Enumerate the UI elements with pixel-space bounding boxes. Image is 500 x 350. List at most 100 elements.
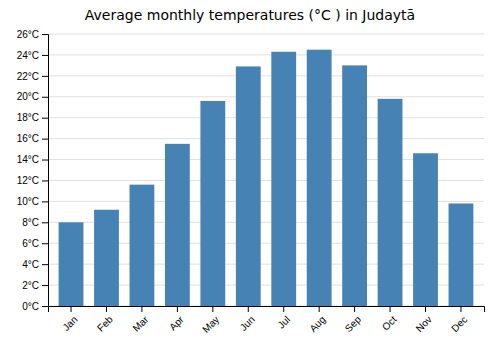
- chart: Average monthly temperatures (°C ) in Ju…: [0, 0, 500, 350]
- y-tick-label: 14°C: [17, 154, 39, 165]
- x-tick-label: Sep: [343, 313, 364, 334]
- y-tick: 14°C: [17, 154, 48, 165]
- y-tick-mark: [42, 222, 48, 223]
- x-tick-label: Jan: [60, 314, 79, 333]
- y-tick-label: 2°C: [22, 280, 39, 291]
- y-tick: 2°C: [22, 280, 48, 291]
- x-tick-label: Nov: [414, 314, 434, 334]
- y-tick-mark: [42, 264, 48, 265]
- x-tick: Jun: [238, 306, 257, 333]
- bar: [165, 144, 190, 306]
- x-tick-label: Aug: [307, 314, 327, 334]
- bar: [271, 52, 296, 306]
- x-tick-label: Apr: [167, 313, 186, 332]
- x-tick: May: [200, 306, 221, 335]
- y-tick-mark: [42, 160, 48, 161]
- y-tick: 12°C: [17, 175, 48, 186]
- x-tick: Feb: [95, 306, 115, 334]
- y-tick: 24°C: [17, 50, 48, 61]
- x-tick-label: May: [200, 314, 221, 335]
- grid-line: [48, 54, 484, 55]
- bar: [413, 153, 438, 306]
- x-tick-mark: [283, 306, 284, 312]
- x-tick-mark: [319, 306, 320, 312]
- x-tick-label: Dec: [449, 314, 469, 334]
- y-tick-label: 16°C: [17, 133, 39, 144]
- bar: [59, 222, 84, 306]
- y-tick: 8°C: [22, 217, 48, 228]
- x-tick: Dec: [449, 306, 469, 334]
- y-tick-mark: [42, 34, 48, 35]
- x-tick-label: Feb: [95, 313, 115, 333]
- y-axis: 0°C 2°C 4°C 6°C 8°C 10°C 12°C 14°C 16°C 18°C 20°C 2…: [17, 29, 49, 312]
- x-tick-mark: [141, 306, 142, 312]
- x-tick: Jul: [275, 306, 292, 331]
- bar: [94, 210, 119, 306]
- x-tick-mark: [212, 306, 213, 312]
- grid: [48, 34, 484, 306]
- y-tick-label: 26°C: [17, 29, 39, 40]
- y-tick-label: 8°C: [22, 217, 39, 228]
- x-tick-mark: [354, 306, 355, 312]
- x-axis-line: [49, 307, 485, 313]
- x-tick-mark: [248, 306, 249, 312]
- x-tick-mark: [460, 306, 461, 312]
- grid-line: [48, 138, 484, 139]
- y-tick: 20°C: [17, 91, 48, 102]
- y-tick: 18°C: [17, 112, 48, 123]
- grid-line: [48, 34, 484, 35]
- y-axis-line: [42, 35, 49, 307]
- bars: [59, 50, 474, 306]
- x-axis: Jan Feb Mar Apr May Jun Jul Aug Sep Oct Nov Dec: [49, 306, 485, 335]
- y-tick-label: 12°C: [17, 175, 39, 186]
- y-tick-label: 18°C: [17, 112, 39, 123]
- y-tick-mark: [42, 285, 48, 286]
- bar: [200, 101, 225, 306]
- x-tick: Apr: [167, 306, 186, 333]
- y-tick: 6°C: [22, 238, 48, 249]
- bar: [449, 203, 474, 306]
- y-tick-mark: [42, 201, 48, 202]
- y-tick-label: 4°C: [22, 259, 39, 270]
- y-tick-label: 22°C: [17, 71, 39, 82]
- y-tick: 22°C: [17, 71, 48, 82]
- grid-line: [48, 75, 484, 76]
- x-tick-mark: [425, 306, 426, 312]
- x-tick-label: Mar: [130, 313, 150, 333]
- x-tick-mark: [177, 306, 178, 312]
- title: Average monthly temperatures (°C ) in Ju…: [85, 7, 415, 23]
- y-tick-mark: [42, 180, 48, 181]
- x-tick-label: Oct: [380, 314, 399, 333]
- bar: [130, 185, 155, 306]
- grid-line: [48, 117, 484, 118]
- bar: [342, 65, 367, 306]
- y-tick-mark: [42, 118, 48, 119]
- x-tick: Jan: [60, 306, 79, 333]
- x-tick-label: Jun: [238, 314, 257, 333]
- bar: [236, 66, 261, 306]
- x-tick-mark: [390, 306, 391, 312]
- y-tick: 4°C: [22, 259, 48, 270]
- x-tick-mark: [71, 306, 72, 312]
- grid-line: [48, 96, 484, 97]
- y-tick-mark: [42, 306, 48, 307]
- x-tick: Sep: [343, 306, 364, 334]
- y-tick-mark: [42, 97, 48, 98]
- y-tick-mark: [42, 243, 48, 244]
- y-tick-label: 0°C: [22, 301, 39, 312]
- y-tick-label: 6°C: [22, 238, 39, 249]
- y-tick: 0°C: [22, 301, 48, 312]
- x-tick-label: Jul: [275, 314, 292, 331]
- y-tick: 26°C: [17, 29, 48, 40]
- y-tick-label: 20°C: [17, 91, 39, 102]
- plot: 0°C 2°C 4°C 6°C 8°C 10°C 12°C 14°C 16°C 18°C 20°C 2…: [17, 29, 485, 335]
- bar: [307, 50, 332, 306]
- y-tick-label: 10°C: [17, 196, 39, 207]
- x-tick: Nov: [414, 306, 434, 334]
- y-tick-label: 24°C: [17, 50, 39, 61]
- y-tick-mark: [42, 76, 48, 77]
- y-tick-mark: [42, 55, 48, 56]
- x-tick: Aug: [307, 306, 327, 334]
- x-tick-mark: [106, 306, 107, 312]
- x-tick: Oct: [380, 306, 399, 333]
